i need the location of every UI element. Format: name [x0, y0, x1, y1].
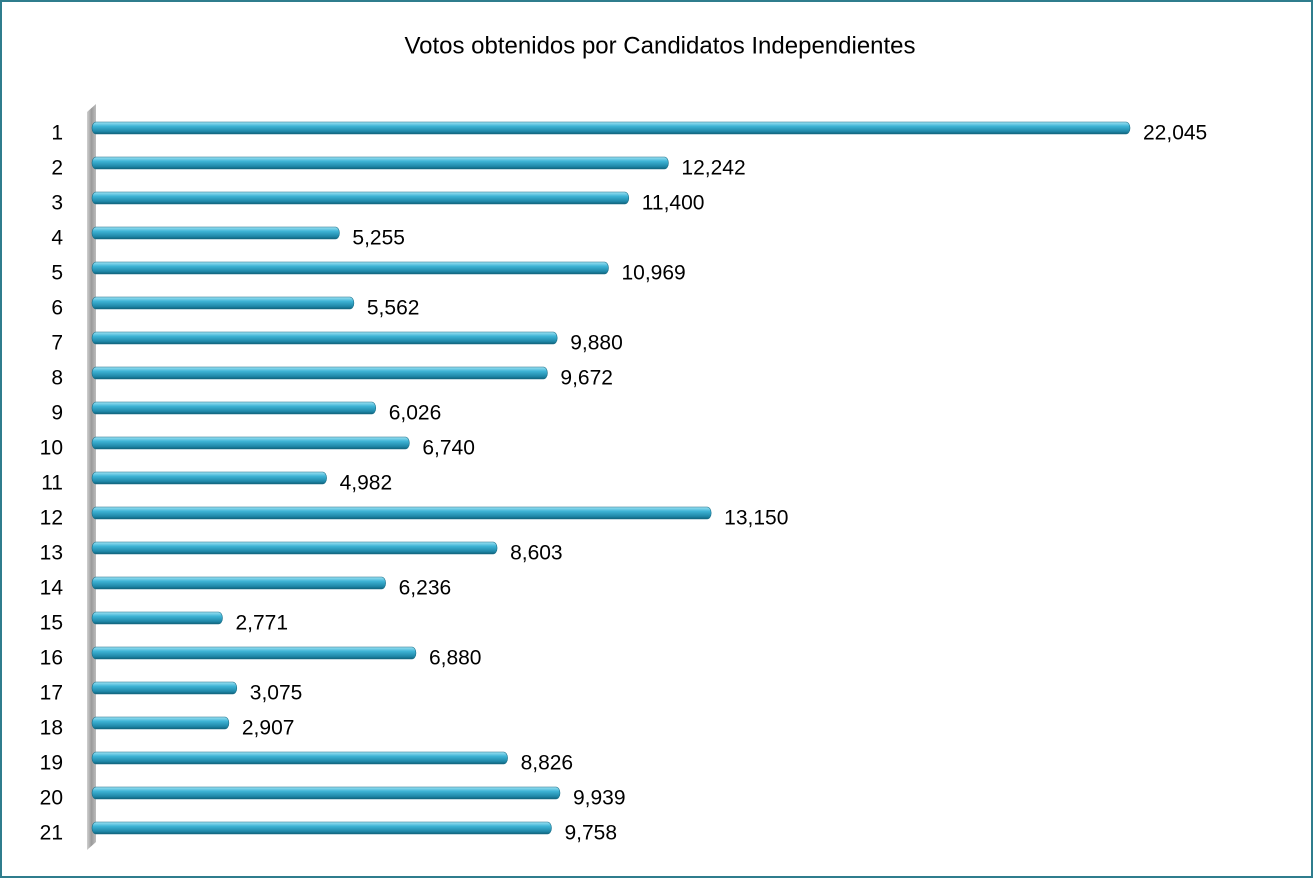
bar — [91, 156, 669, 170]
category-label: 8 — [51, 367, 63, 390]
value-label: 2,771 — [235, 612, 288, 635]
bar — [91, 366, 548, 380]
category-label: 14 — [40, 577, 64, 600]
category-label: 12 — [40, 507, 63, 530]
value-label: 9,758 — [564, 822, 617, 845]
category-label: 17 — [40, 682, 63, 705]
value-label: 22,045 — [1143, 122, 1207, 145]
bar — [91, 261, 609, 275]
chart-title: Votos obtenidos por Candidatos Independi… — [404, 32, 915, 59]
value-label: 2,907 — [242, 717, 295, 740]
category-label: 21 — [40, 822, 63, 845]
value-label: 8,826 — [521, 752, 574, 775]
category-label: 19 — [40, 752, 63, 775]
category-label: 13 — [40, 542, 63, 565]
value-label: 5,255 — [352, 227, 405, 250]
bar — [91, 436, 410, 450]
category-label: 11 — [41, 472, 63, 495]
bar — [91, 821, 552, 835]
bar — [91, 786, 561, 800]
bar — [91, 121, 1131, 135]
bar — [91, 191, 630, 205]
bar — [91, 576, 386, 590]
value-label: 11,400 — [642, 192, 705, 215]
value-label: 9,939 — [573, 787, 626, 810]
category-label: 3 — [51, 192, 63, 215]
bar — [91, 226, 340, 240]
category-label: 6 — [51, 297, 63, 320]
value-label: 13,150 — [724, 507, 788, 530]
bar — [91, 506, 712, 520]
bar — [91, 681, 238, 695]
category-label: 7 — [51, 332, 63, 355]
value-label: 3,075 — [250, 682, 303, 705]
value-label: 5,562 — [367, 297, 420, 320]
category-label: 15 — [40, 612, 63, 635]
category-label: 5 — [51, 262, 63, 285]
bar — [91, 716, 230, 730]
value-label: 6,026 — [389, 402, 442, 425]
category-label: 10 — [40, 437, 63, 460]
bar — [91, 751, 508, 765]
value-label: 10,969 — [621, 262, 685, 285]
value-label: 8,603 — [510, 542, 563, 565]
bar — [91, 471, 327, 485]
bar — [91, 541, 498, 555]
bar — [91, 296, 355, 310]
category-label: 16 — [40, 647, 63, 670]
value-label: 4,982 — [340, 472, 393, 495]
value-label: 6,740 — [422, 437, 475, 460]
bar — [91, 646, 417, 660]
value-label: 6,236 — [399, 577, 452, 600]
value-label: 6,880 — [429, 647, 482, 670]
value-label: 9,880 — [570, 332, 623, 355]
category-label: 1 — [51, 122, 63, 145]
category-label: 9 — [51, 402, 63, 425]
value-label: 9,672 — [560, 367, 613, 390]
bar — [91, 401, 377, 415]
category-label: 20 — [40, 787, 63, 810]
category-label: 4 — [51, 227, 63, 250]
category-label: 2 — [51, 157, 63, 180]
bar — [91, 331, 558, 345]
value-label: 12,242 — [681, 157, 745, 180]
bar — [91, 611, 223, 625]
category-label: 18 — [40, 717, 63, 740]
axis-wall — [87, 104, 96, 850]
